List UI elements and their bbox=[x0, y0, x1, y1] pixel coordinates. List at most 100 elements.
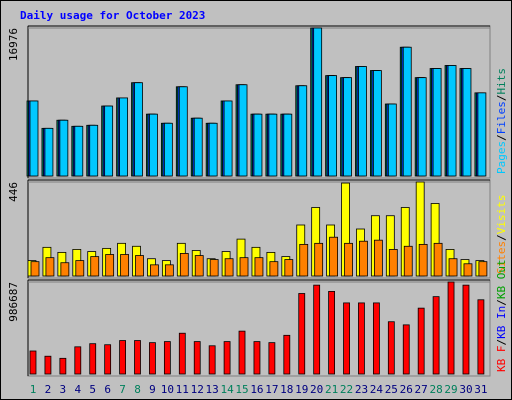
bar bbox=[208, 345, 216, 375]
bar bbox=[253, 341, 261, 375]
bar bbox=[268, 113, 278, 177]
bar bbox=[358, 302, 365, 375]
bar bbox=[403, 245, 413, 277]
bar bbox=[343, 302, 350, 375]
x-tick-label: 2 bbox=[45, 383, 52, 396]
x-tick-label: 16 bbox=[250, 383, 263, 396]
bar bbox=[209, 259, 219, 277]
bar bbox=[223, 341, 231, 375]
bar bbox=[149, 113, 158, 177]
bar bbox=[478, 261, 488, 277]
bar bbox=[387, 321, 395, 375]
bar bbox=[329, 236, 339, 277]
bar bbox=[29, 100, 39, 177]
bar bbox=[433, 242, 443, 277]
bar bbox=[135, 255, 144, 277]
bar bbox=[134, 340, 141, 375]
bar bbox=[119, 97, 128, 177]
bar bbox=[358, 66, 367, 177]
x-tick-label: 9 bbox=[149, 383, 156, 396]
legend-entry: KB Out bbox=[495, 259, 508, 299]
bar bbox=[208, 122, 218, 177]
y-tick-label: 16976 bbox=[7, 28, 20, 61]
x-tick-label: 17 bbox=[265, 383, 278, 396]
bar bbox=[74, 125, 84, 177]
bar bbox=[45, 257, 55, 277]
x-tick-label: 5 bbox=[89, 383, 96, 396]
bar bbox=[372, 302, 380, 375]
bar bbox=[238, 330, 246, 375]
x-tick-label: 11 bbox=[176, 383, 189, 396]
legend-separator: / bbox=[495, 299, 508, 306]
bar bbox=[462, 68, 472, 177]
bar bbox=[417, 77, 427, 177]
bar bbox=[328, 75, 338, 177]
x-tick-label: 22 bbox=[340, 383, 353, 396]
bar bbox=[298, 85, 308, 177]
legend: KB F/KB In/KB Out bbox=[495, 259, 508, 372]
bar bbox=[105, 254, 115, 277]
bar bbox=[388, 249, 398, 277]
x-tick-label: 19 bbox=[295, 383, 308, 396]
x-tick-label: 20 bbox=[310, 383, 323, 396]
y-tick-label: 446 bbox=[7, 182, 20, 202]
bar bbox=[104, 105, 114, 177]
bar bbox=[284, 259, 294, 277]
bar bbox=[253, 113, 263, 177]
bar bbox=[269, 261, 279, 277]
legend-separator: / bbox=[495, 339, 508, 346]
y-tick-label: 986687 bbox=[7, 282, 20, 322]
x-tick-label: 25 bbox=[385, 383, 398, 396]
bar bbox=[89, 124, 99, 177]
x-tick-label: 27 bbox=[415, 383, 428, 396]
x-tick-label: 26 bbox=[400, 383, 413, 396]
bar bbox=[60, 262, 70, 277]
bar bbox=[150, 264, 159, 277]
bar bbox=[193, 117, 203, 177]
x-tick-label: 1 bbox=[30, 383, 37, 396]
legend: Pages/Files/Hits bbox=[495, 68, 508, 174]
bar bbox=[313, 27, 323, 177]
bar bbox=[44, 127, 54, 177]
bar bbox=[163, 341, 171, 375]
bar bbox=[448, 258, 458, 277]
x-tick-label: 28 bbox=[429, 383, 442, 396]
bar bbox=[373, 239, 383, 277]
bar bbox=[29, 350, 37, 375]
x-tick-label: 8 bbox=[134, 383, 141, 396]
bar bbox=[223, 100, 233, 177]
bar bbox=[387, 103, 397, 177]
bar bbox=[313, 284, 321, 375]
bar bbox=[90, 256, 100, 277]
bar bbox=[328, 291, 336, 375]
x-tick-label: 18 bbox=[280, 383, 293, 396]
bar bbox=[268, 342, 276, 375]
bar bbox=[44, 355, 52, 375]
bar bbox=[477, 92, 487, 177]
x-tick-label: 21 bbox=[325, 383, 338, 396]
legend-entry: KB F bbox=[495, 346, 508, 373]
bar bbox=[402, 324, 410, 375]
x-tick-label: 4 bbox=[74, 383, 81, 396]
bar bbox=[119, 340, 126, 375]
x-tick-label: 13 bbox=[206, 383, 219, 396]
bar bbox=[59, 357, 67, 375]
bar bbox=[89, 343, 97, 375]
x-tick-label: 24 bbox=[370, 383, 384, 396]
bar bbox=[74, 346, 82, 375]
legend-entry: Sites bbox=[495, 241, 508, 274]
bar bbox=[163, 122, 173, 177]
legend-entry: Hits bbox=[495, 68, 508, 95]
bar bbox=[239, 257, 249, 277]
bar bbox=[254, 257, 264, 277]
bar bbox=[134, 82, 143, 177]
x-tick-label: 14 bbox=[220, 383, 234, 396]
legend-separator: / bbox=[495, 95, 508, 102]
bar bbox=[178, 332, 186, 375]
legend-entry: Files bbox=[495, 101, 508, 134]
bar bbox=[179, 253, 189, 277]
bar bbox=[463, 263, 473, 277]
bar bbox=[359, 240, 368, 277]
bar bbox=[238, 84, 248, 177]
